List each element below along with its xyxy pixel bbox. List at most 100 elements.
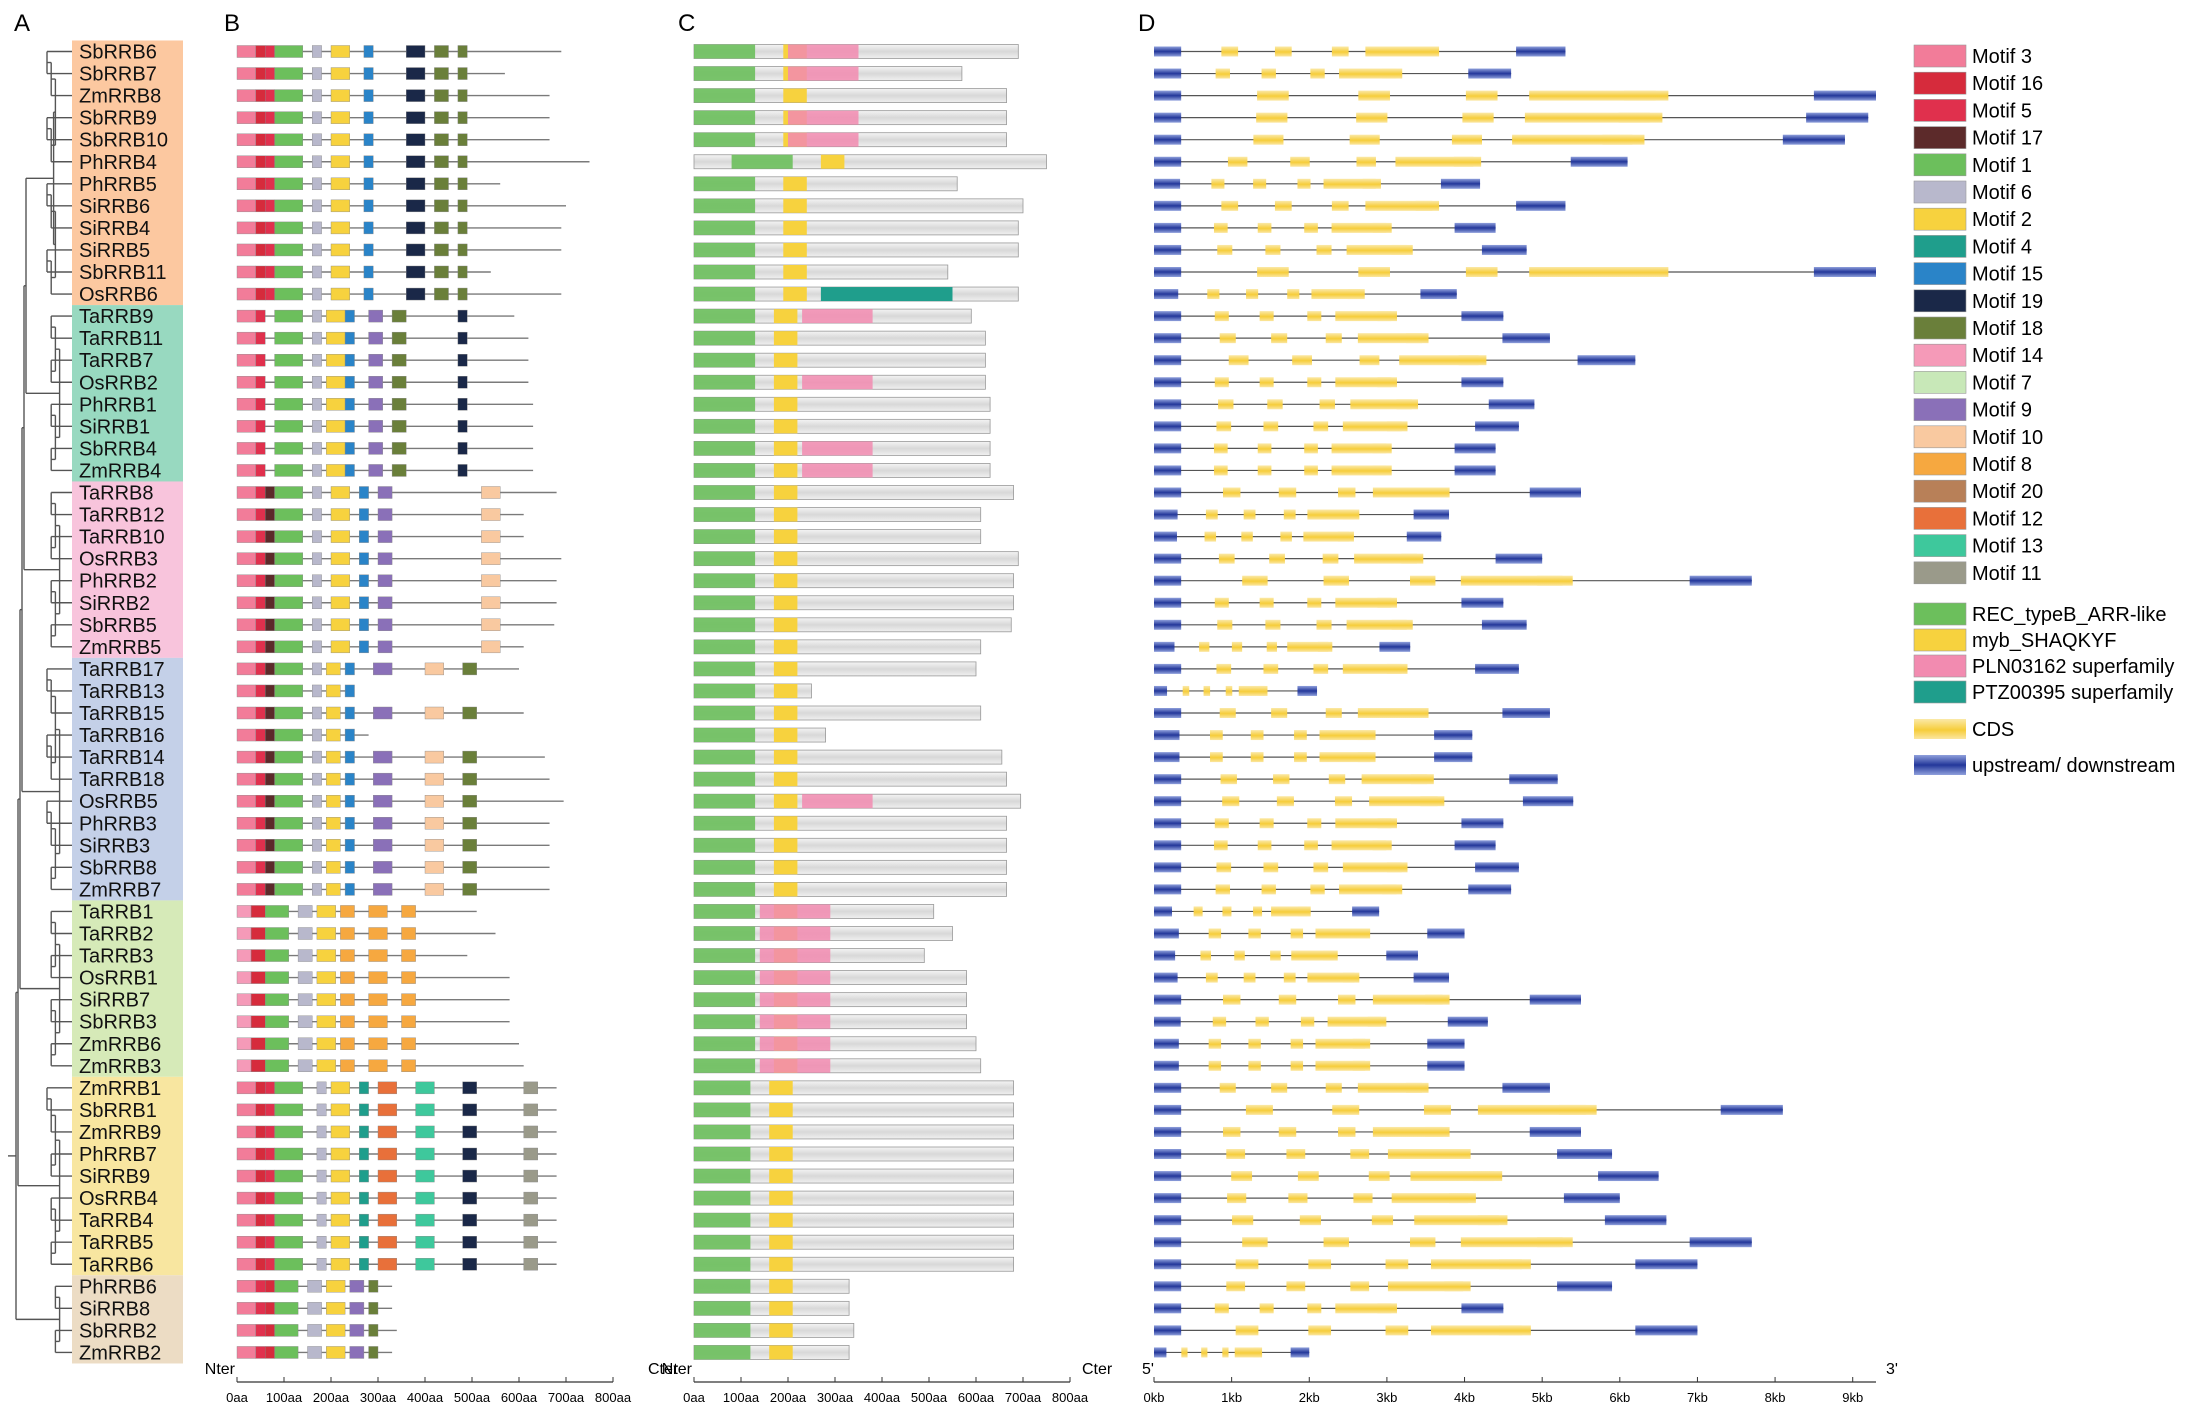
motif-box: [368, 1037, 388, 1050]
motif-box: [307, 1280, 322, 1293]
motif-box: [406, 45, 426, 58]
cds-box: [1214, 311, 1229, 322]
motif-box: [415, 1258, 435, 1271]
motif-box: [312, 420, 322, 433]
motif-box: [297, 993, 313, 1006]
legend-label: Motif 8: [1972, 454, 2032, 476]
utr-box: [1386, 950, 1418, 961]
legend-label: Motif 3: [1972, 46, 2032, 68]
cds-box: [1406, 333, 1423, 344]
motif-box: [330, 1213, 350, 1227]
motif-box: [368, 905, 388, 918]
utr-box: [1413, 509, 1450, 520]
cds-box: [1214, 377, 1229, 388]
cds-box: [1215, 884, 1230, 895]
motif-box: [481, 574, 501, 587]
motif-box: [424, 750, 444, 764]
axis-b-tick-label: 100aa: [266, 1390, 303, 1405]
clade-band: [72, 40, 183, 306]
motif-box: [368, 442, 383, 455]
cds-box: [1265, 619, 1281, 630]
motif-box: [363, 243, 374, 257]
gene-label: PhRRB5: [79, 174, 157, 196]
motif-box: [255, 1280, 266, 1293]
cds-box: [1257, 90, 1289, 101]
cds-box: [1261, 68, 1276, 79]
cds-box: [1245, 1104, 1273, 1115]
motif-box: [255, 1147, 266, 1161]
legend-label: Motif 13: [1972, 536, 2043, 558]
motif-box: [265, 927, 289, 940]
motif-box: [326, 684, 341, 698]
motif-box: [236, 133, 256, 146]
rec-domain: [694, 44, 756, 59]
cds-box: [1274, 46, 1292, 57]
cds-box: [1331, 443, 1392, 454]
motif-box: [255, 1213, 266, 1227]
rec-domain: [694, 132, 756, 147]
motif-box: [236, 111, 256, 124]
cds-box: [1331, 840, 1392, 851]
utr-box: [1604, 1215, 1667, 1226]
utr-box: [1427, 1038, 1465, 1049]
axis-b-tick-label: 300aa: [360, 1390, 397, 1405]
rec-domain: [694, 397, 756, 412]
motif-box: [481, 508, 501, 521]
motif-box: [462, 662, 477, 676]
rec-domain: [694, 485, 756, 500]
cds-box: [1315, 1038, 1371, 1049]
motif-box: [312, 376, 322, 389]
motif-box: [312, 640, 322, 654]
pln-domain: [802, 794, 873, 809]
motif-box: [368, 464, 383, 477]
gene-label: SiRRB4: [79, 218, 150, 240]
cds-box: [1297, 1171, 1319, 1182]
motif-box: [481, 552, 501, 565]
cds-box: [1256, 112, 1288, 123]
cds-box: [1372, 222, 1387, 233]
motif-box: [434, 155, 449, 168]
motif-box: [312, 111, 322, 124]
motif-box: [344, 861, 355, 874]
cds-box: [1406, 708, 1423, 718]
utr-box: [1577, 355, 1636, 366]
rec-domain: [694, 1169, 751, 1184]
utr-box: [1420, 289, 1457, 300]
cds-box: [1217, 619, 1233, 630]
motif-box: [330, 1258, 350, 1271]
motif-box: [457, 420, 468, 433]
motif-box: [236, 442, 256, 455]
cds-box: [1335, 597, 1397, 608]
legend-swatch: [1913, 371, 1967, 394]
motif-box: [236, 1103, 256, 1117]
utr-box: [1598, 1171, 1659, 1182]
cds-box: [1477, 1104, 1597, 1115]
cds-box: [1350, 399, 1419, 410]
cds-box: [1212, 1016, 1227, 1027]
motif-box: [401, 949, 416, 962]
utr-box: [1454, 222, 1496, 233]
motif-box: [326, 464, 346, 477]
motif-box: [330, 1191, 350, 1205]
motif-box: [316, 1191, 327, 1205]
motif-box: [462, 1169, 477, 1183]
cds-box: [1219, 708, 1236, 718]
motif-box: [236, 684, 256, 698]
motif-box: [274, 1235, 304, 1249]
motif-box: [274, 861, 304, 874]
motif-box: [344, 398, 355, 411]
cds-box: [1227, 156, 1248, 167]
cds-box: [1257, 465, 1272, 476]
cds-box: [1283, 972, 1296, 983]
motif-box: [330, 574, 350, 587]
motif-box: [457, 243, 468, 257]
motif-box: [523, 1147, 539, 1161]
cds-box: [1524, 112, 1663, 123]
cds-box: [1423, 1104, 1451, 1115]
motif-box: [255, 508, 266, 521]
myb-domain: [773, 485, 798, 500]
rec-domain: [694, 1279, 751, 1294]
motif-box: [297, 1037, 313, 1050]
motif-box: [377, 1081, 397, 1095]
motif-box: [359, 486, 369, 499]
